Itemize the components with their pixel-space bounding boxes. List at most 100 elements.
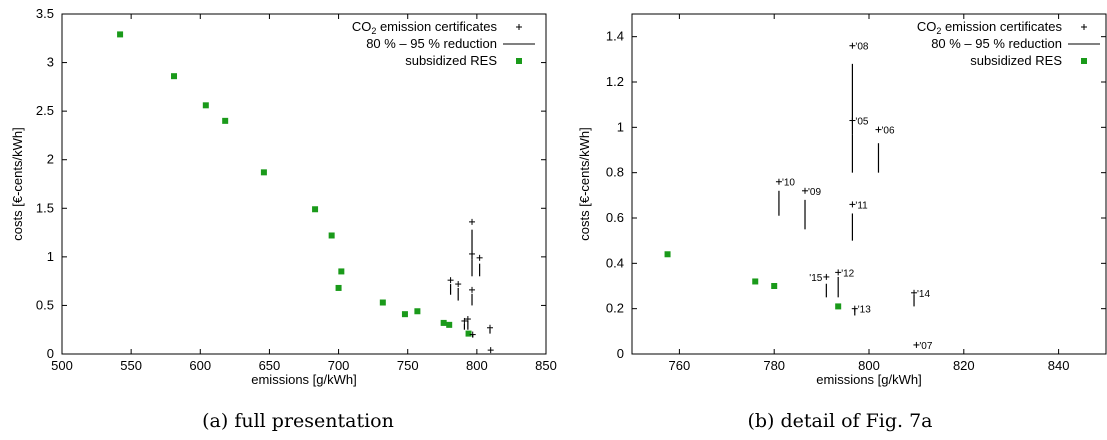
y-tick-label: 1.2 [606, 74, 624, 89]
subsidized-res-point [465, 330, 472, 337]
year-label: '09 [808, 187, 821, 198]
legend-label-res-a: subsidized RES [405, 53, 497, 68]
co2-certificate-point [913, 341, 920, 348]
legend-label-co2-b: CO2 emission certificates [917, 19, 1063, 36]
subsidized-res-point [664, 251, 671, 258]
legend-a: CO2 emission certificates 80 % – 95 % re… [352, 19, 535, 68]
subsidized-res-point [328, 232, 335, 239]
subsidized-res-point [440, 319, 447, 326]
x-axis-label-a: emissions [g/kWh] [251, 372, 356, 387]
plot-marks-a [117, 31, 494, 354]
x-tick-label: 750 [397, 358, 419, 373]
subsidized-res-point [312, 206, 319, 213]
y-tick-label: 3.5 [36, 6, 54, 21]
x-tick-label: 840 [1048, 358, 1070, 373]
y-tick-label: 1.4 [606, 29, 624, 44]
co2-certificate-point [849, 201, 856, 208]
subsidized-res-point [446, 321, 453, 328]
co2-certificate-point [469, 286, 476, 293]
co2-certificate-point [911, 289, 918, 296]
axis-ticks-a: 500 550 600 650 700 750 800 850 0 0.5 1 1.5 2 2.5 3 3.5 [36, 6, 557, 373]
y-axis-label-a: costs [€-cents/kWh] [10, 127, 25, 240]
legend-label-co2-a: CO2 emission certificates [352, 19, 498, 36]
y-tick-label: 1 [47, 249, 54, 264]
x-tick-label: 800 [466, 358, 488, 373]
co2-certificate-point [775, 178, 782, 185]
y-tick-label: 0 [47, 346, 54, 361]
x-tick-label: 650 [259, 358, 281, 373]
caption-a: (a) full presentation [202, 410, 394, 432]
subsidized-res-point [414, 308, 421, 315]
y-tick-label: 2.5 [36, 103, 54, 118]
y-tick-label: 1.5 [36, 200, 54, 215]
year-label: '08 [855, 42, 868, 53]
panel-a: 500 550 600 650 700 750 800 850 0 0.5 1 1.5 2 2.5 3 3.5… [10, 6, 557, 432]
subsidized-res-point [379, 299, 386, 306]
year-label: '15 [809, 273, 822, 284]
y-tick-label: 0.8 [606, 165, 624, 180]
plot-marks-b [664, 42, 920, 348]
subsidized-res-point [222, 117, 229, 124]
year-label: '11 [855, 200, 868, 211]
y-tick-label: 0.5 [36, 297, 54, 312]
subsidized-res-point [335, 284, 342, 291]
y-tick-label: 0.6 [606, 210, 624, 225]
legend-b: CO2 emission certificates 80 % – 95 % re… [917, 19, 1100, 68]
y-tick-label: 1 [617, 119, 624, 134]
year-label: '07 [919, 341, 932, 352]
x-tick-label: 780 [763, 358, 785, 373]
year-label: '12 [841, 268, 854, 279]
subsidized-res-point [835, 303, 842, 310]
co2-certificate-point [487, 347, 494, 354]
x-tick-label: 550 [120, 358, 142, 373]
year-label: '13 [858, 305, 871, 316]
x-tick-label: 700 [328, 358, 350, 373]
x-tick-label: 800 [858, 358, 880, 373]
legend-label-res-b: subsidized RES [970, 53, 1062, 68]
legend-marker-plus-b [1081, 24, 1087, 30]
x-axis-label-b: emissions [g/kWh] [816, 372, 921, 387]
subsidized-res-point [260, 169, 267, 176]
y-tick-label: 0 [617, 346, 624, 361]
co2-certificate-point [835, 269, 842, 276]
co2-certificate-point [849, 42, 856, 49]
year-label: '14 [917, 289, 930, 300]
y-tick-label: 0.2 [606, 301, 624, 316]
co2-certificate-point [476, 254, 483, 261]
legend-marker-square-b [1081, 58, 1087, 64]
co2-certificate-point [447, 277, 454, 284]
x-tick-label: 760 [669, 358, 691, 373]
y-tick-label: 2 [47, 152, 54, 167]
legend-label-reduction-a: 80 % – 95 % reduction [366, 36, 497, 51]
subsidized-res-point [202, 102, 209, 109]
y-tick-label: 0.4 [606, 255, 624, 270]
co2-certificate-point [455, 281, 462, 288]
caption-b: (b) detail of Fig. 7a [747, 410, 932, 432]
co2-certificate-point [802, 187, 809, 194]
subsidized-res-point [117, 31, 124, 38]
x-tick-label: 500 [51, 358, 73, 373]
year-label: '05 [855, 117, 868, 128]
co2-certificate-point [823, 273, 830, 280]
subsidized-res-point [771, 283, 778, 289]
subsidized-res-point [171, 73, 178, 80]
subsidized-res-point [752, 278, 759, 285]
axis-ticks-b: 760 780 800 820 840 0 0.2 0.4 0.6 0.8 1 1.2 1.4 [606, 14, 1106, 373]
legend-marker-square-a [516, 58, 522, 64]
year-label: '10 [782, 178, 795, 189]
legend-marker-plus-a [516, 24, 522, 30]
x-tick-label: 600 [189, 358, 211, 373]
subsidized-res-point [338, 268, 345, 275]
co2-certificate-point [461, 317, 468, 324]
x-tick-label: 850 [535, 358, 557, 373]
plot-frame-a [61, 13, 547, 355]
subsidized-res-point [401, 311, 408, 318]
legend-label-reduction-b: 80 % – 95 % reduction [931, 36, 1062, 51]
x-tick-label: 820 [953, 358, 975, 373]
co2-certificate-point [875, 126, 882, 133]
year-annotations-b: '08 '05 '06 '10 '09 '11 '12 '15 '13 '14 '07 [782, 42, 933, 352]
year-label: '06 [881, 126, 894, 137]
y-tick-label: 3 [47, 55, 54, 70]
